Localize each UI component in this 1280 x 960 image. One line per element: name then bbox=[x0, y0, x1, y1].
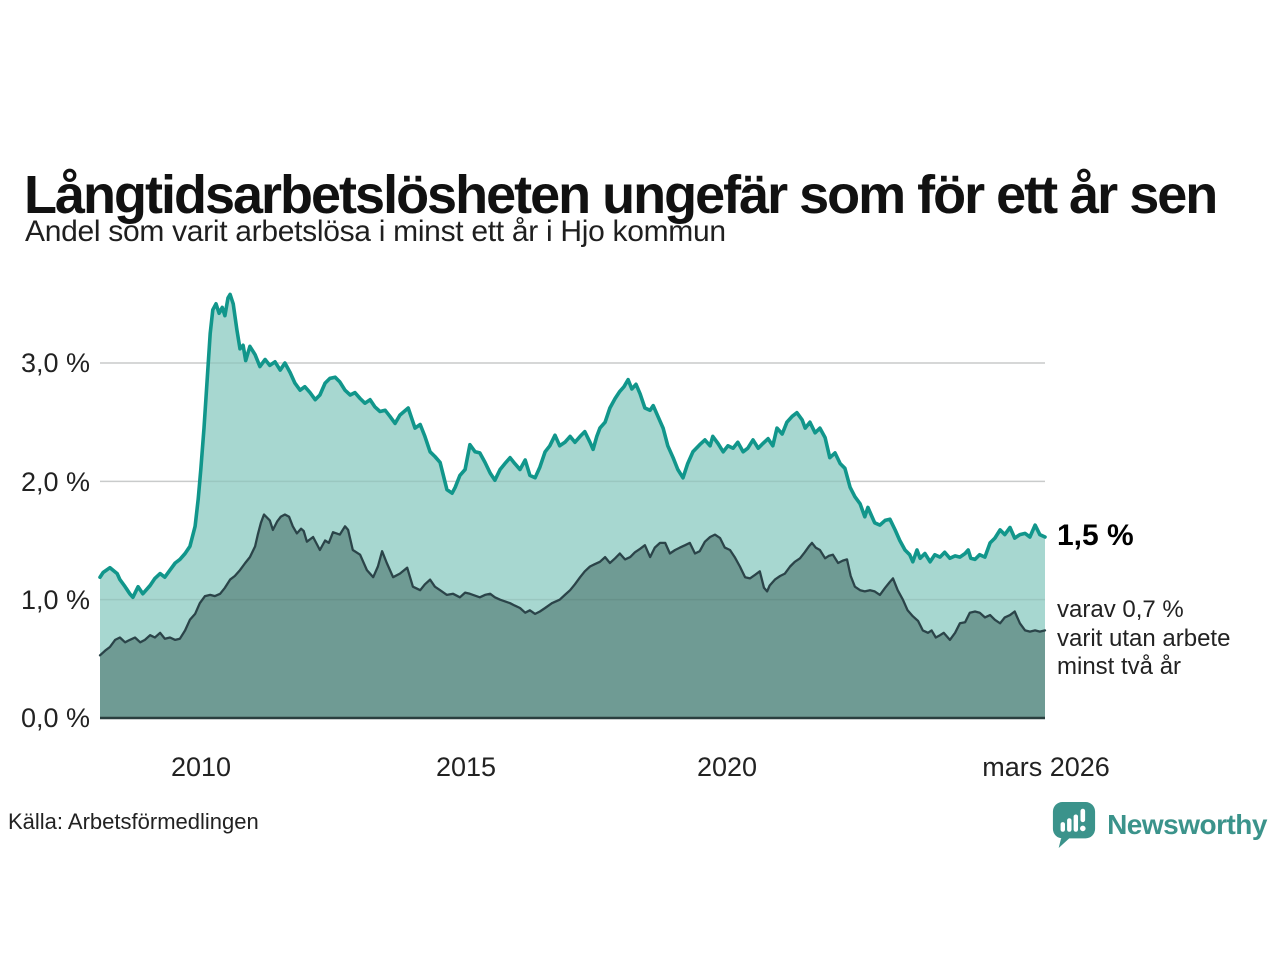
y-tick-2: 2,0 % bbox=[20, 467, 90, 497]
series-end-value-label: 1,5 % bbox=[1057, 519, 1134, 552]
y-tick-1: 1,0 % bbox=[20, 585, 90, 615]
source-attribution: Källa: Arbetsförmedlingen bbox=[8, 809, 259, 834]
unemployment-area-chart bbox=[98, 292, 1047, 720]
series-2-area bbox=[100, 514, 1045, 718]
newsworthy-bubble-chart-icon bbox=[1051, 800, 1097, 850]
series-1-line bbox=[98, 292, 1047, 600]
newsworthy-wordmark: Newsworthy bbox=[1107, 809, 1267, 840]
newsworthy-logo: Newsworthy bbox=[1051, 800, 1267, 850]
x-tick-mars-2026: mars 2026 bbox=[982, 752, 1110, 782]
y-tick-3: 3,0 % bbox=[20, 348, 90, 378]
series-2-line bbox=[98, 513, 1047, 657]
x-tick-2015: 2015 bbox=[435, 752, 497, 782]
page-title: Långtidsarbetslösheten ungefär som för e… bbox=[24, 165, 1218, 226]
series-end-note: varav 0,7 % varit utan arbete minst två … bbox=[1057, 596, 1231, 680]
chart-subtitle: Andel som varit arbetslösa i minst ett å… bbox=[25, 215, 726, 248]
y-tick-0: 0,0 % bbox=[20, 703, 90, 733]
x-tick-2020: 2020 bbox=[696, 752, 758, 782]
x-tick-2010: 2010 bbox=[170, 752, 232, 782]
chart-plot-area bbox=[0, 280, 1280, 750]
